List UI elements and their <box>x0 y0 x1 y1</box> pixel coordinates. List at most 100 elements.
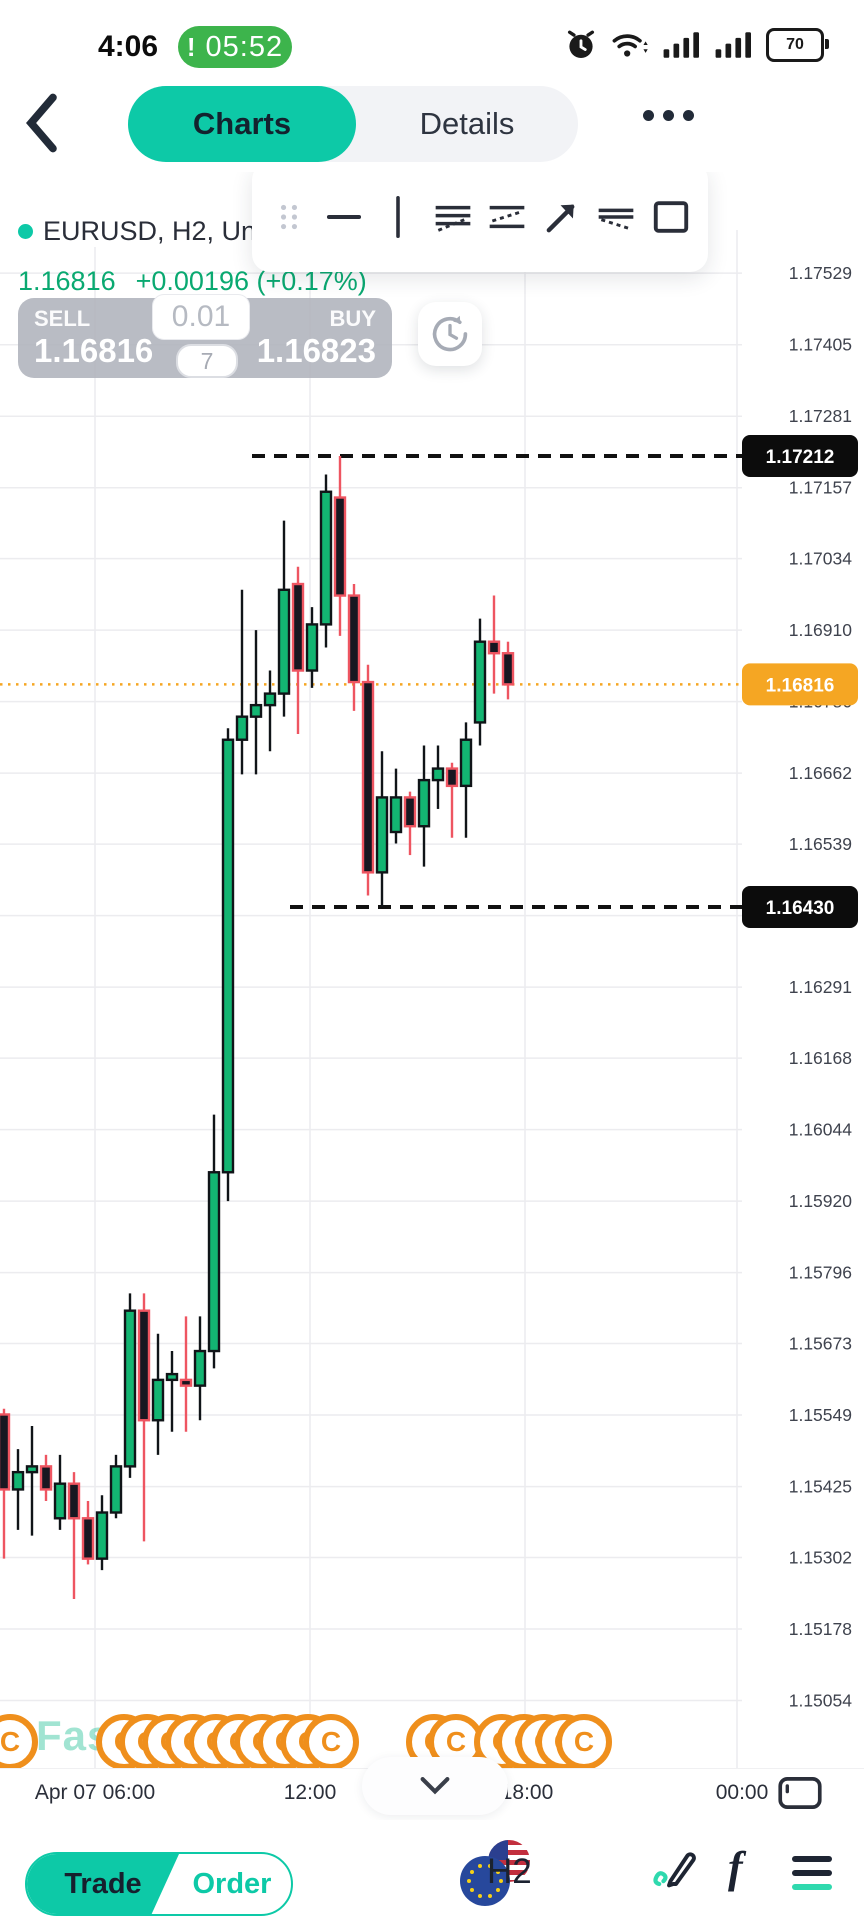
candle-body <box>151 1378 165 1422</box>
sell-button[interactable]: 1.16816 <box>34 332 154 369</box>
tab-group: Charts Details <box>128 86 578 162</box>
buy-button[interactable]: 1.16823 <box>256 332 376 369</box>
status-bar: 4:06 ! 05:52 70 <box>0 0 864 80</box>
buy-label: BUY <box>329 306 376 331</box>
candle-body <box>25 1465 39 1474</box>
price-axis-label: 1.16662 <box>789 763 852 783</box>
wifi-icon <box>610 28 650 62</box>
bottom-bar: Trade Order <box>0 1820 864 1920</box>
candle-body <box>319 490 333 626</box>
candle-body <box>137 1309 151 1422</box>
candle-body <box>445 767 459 788</box>
indicator-icon[interactable]: f+ <box>728 1843 743 1892</box>
price-axis-label: 1.15920 <box>789 1191 853 1211</box>
price-badge <box>742 885 858 928</box>
sell-label: SELL <box>34 306 91 331</box>
landscape-icon[interactable] <box>776 1773 824 1813</box>
signal-icon <box>662 28 702 62</box>
price-axis-label: 1.15425 <box>789 1477 852 1497</box>
collapse-chart-button[interactable] <box>362 1757 508 1815</box>
timeframe-button[interactable]: H2 <box>487 1852 532 1891</box>
candle-body <box>277 588 291 695</box>
svg-text:1.16816: 1.16816 <box>766 675 835 696</box>
candle-body <box>375 796 389 874</box>
back-button[interactable] <box>20 92 64 154</box>
drag-handle-icon[interactable] <box>269 197 309 237</box>
candle-body <box>53 1482 67 1520</box>
price-axis-label: 1.15549 <box>789 1405 852 1425</box>
price-axis-label: 1.17034 <box>789 549 853 569</box>
parallel-channel-icon[interactable] <box>433 197 473 237</box>
time-axis-label: Apr 07 06:00 <box>34 1781 156 1804</box>
price-axis-label: 1.17157 <box>789 478 852 498</box>
candle-body <box>361 680 375 874</box>
price-axis-label: 1.16168 <box>789 1048 852 1068</box>
price-axis-label: 1.16910 <box>789 620 853 640</box>
candle-body <box>473 640 487 724</box>
last-price-row: 1.16816 +0.00196 (+0.17%) <box>18 266 367 297</box>
vertical-line-icon[interactable] <box>378 195 418 239</box>
candle-body <box>459 738 473 788</box>
drawing-toolbar <box>252 162 708 272</box>
signal-icon <box>714 28 754 62</box>
spread-value: 7 <box>176 344 238 378</box>
tab-details[interactable]: Details <box>419 106 515 141</box>
price-axis-label: 1.15302 <box>789 1547 852 1567</box>
nav-bar: Charts Details <box>0 80 864 172</box>
clock-time: 4:06 <box>98 30 159 63</box>
alarm-icon <box>564 28 598 62</box>
candle-body <box>123 1309 137 1468</box>
candle-body <box>11 1470 25 1491</box>
candle-body <box>417 778 431 828</box>
exclamation-icon: ! <box>186 31 196 62</box>
battery-icon: 70 <box>766 28 829 62</box>
timer-badge[interactable]: ! 05:52 <box>178 26 292 68</box>
quick-trade-panel: SELL 1.16816 BUY 1.16823 0.01 7 <box>18 294 392 378</box>
candle-body <box>487 640 501 655</box>
price-axis-label: 1.17405 <box>789 335 852 355</box>
time-axis-label: 00:00 <box>715 1781 769 1804</box>
trade-order-toggle: Trade Order <box>25 1852 293 1916</box>
candle-body <box>291 582 305 672</box>
pending-order-clock-button[interactable] <box>418 302 482 366</box>
draw-icon[interactable] <box>648 1842 704 1898</box>
calendar-event-icon[interactable]: C <box>556 1714 612 1770</box>
candle-body <box>165 1372 179 1382</box>
more-menu-button[interactable] <box>643 110 694 121</box>
candle-body <box>0 1413 11 1491</box>
symbol-title[interactable]: EURUSD, H2, Unadjus <box>18 216 258 247</box>
time-axis[interactable]: Apr 07 06:00 12:00 18:00 00:00 <box>0 1757 864 1821</box>
lot-size-input[interactable]: 0.01 <box>152 294 250 340</box>
candle-body <box>179 1378 193 1387</box>
price-axis-label: 1.16291 <box>789 977 852 997</box>
candle-body <box>263 692 277 707</box>
menu-icon[interactable] <box>792 1856 832 1890</box>
candle-body <box>389 796 403 834</box>
candle-body <box>39 1465 53 1491</box>
candle-body <box>333 496 347 597</box>
candle-body <box>235 715 249 741</box>
order-tab[interactable]: Order <box>192 1867 272 1900</box>
price-badge <box>742 663 858 706</box>
trend-line-dashed-icon[interactable] <box>487 197 527 237</box>
candle-body <box>501 652 515 686</box>
rectangle-icon[interactable] <box>651 197 691 237</box>
arrow-icon[interactable] <box>542 197 582 237</box>
price-axis-label: 1.16539 <box>789 834 852 854</box>
extended-line-icon[interactable] <box>596 197 636 237</box>
trade-tab[interactable]: Trade <box>27 1854 179 1914</box>
price-axis-label: 1.15054 <box>789 1691 853 1711</box>
horizontal-line-icon[interactable] <box>324 197 364 237</box>
live-dot-icon <box>18 224 33 239</box>
candle-body <box>81 1517 95 1560</box>
symbol-flags[interactable] <box>460 1840 530 1906</box>
price-axis-label: 1.17281 <box>789 406 852 426</box>
candle-body <box>305 623 319 672</box>
tab-charts[interactable]: Charts <box>128 86 356 162</box>
price-axis-label: 1.16044 <box>789 1120 853 1140</box>
calendar-event-icon[interactable]: C <box>303 1714 359 1770</box>
price-axis-label: 1.15178 <box>789 1619 852 1639</box>
candle-body <box>193 1349 207 1387</box>
